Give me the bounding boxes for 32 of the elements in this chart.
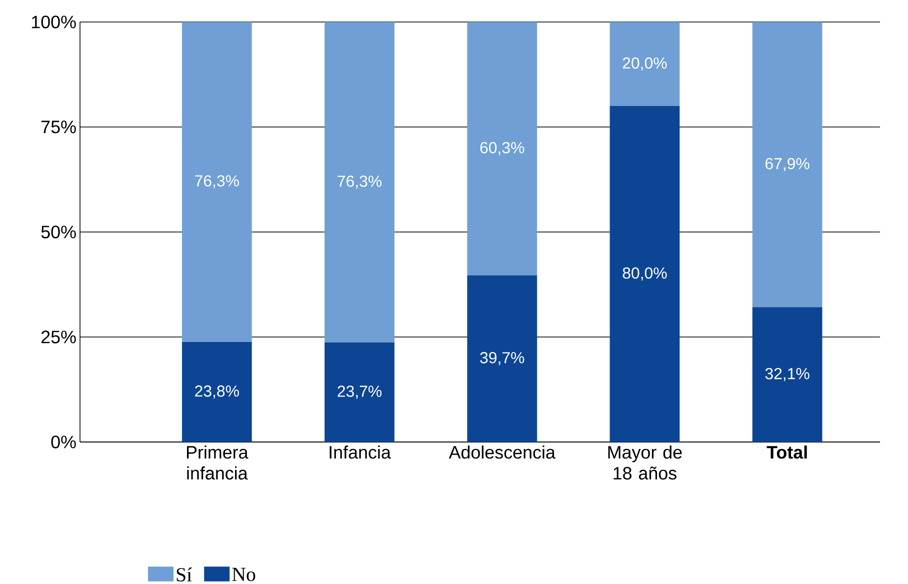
y-tick-label: 50% [41, 226, 76, 238]
data-label: 20,0% [622, 57, 667, 71]
x-tick-label: Adolescencia [448, 446, 556, 459]
bar [610, 22, 680, 106]
y-tick-label: 100% [32, 16, 76, 28]
y-tick-label: 0% [51, 436, 76, 448]
y-tick-label: 25% [42, 330, 76, 344]
data-label: 76,3% [338, 176, 382, 189]
x-tick-label: Infancia [330, 446, 391, 459]
bar [182, 22, 252, 342]
bar [752, 22, 822, 308]
bar [182, 342, 252, 442]
data-label: 32,1% [765, 368, 810, 382]
bar [467, 275, 538, 442]
x-tick-label: Total [766, 446, 807, 459]
y-tick-label: 75% [42, 120, 76, 134]
legend-label: Sí [176, 567, 192, 582]
bar [324, 342, 394, 442]
data-label: 76,3% [195, 175, 239, 188]
x-tick-label: Mayor de 18 años [608, 446, 682, 480]
bar [752, 307, 822, 442]
bar [610, 106, 680, 442]
x-tick-label: Primera infancia [186, 446, 248, 480]
bar [324, 22, 394, 342]
data-label: 67,9% [766, 158, 810, 172]
legend-label: No [232, 568, 256, 582]
data-label: 80,0% [622, 267, 667, 281]
data-label: 23,8% [195, 385, 239, 399]
data-label: 39,7% [480, 352, 524, 366]
data-label: 60,3% [480, 142, 524, 156]
bar [467, 22, 538, 276]
data-label: 23,7% [338, 386, 382, 399]
